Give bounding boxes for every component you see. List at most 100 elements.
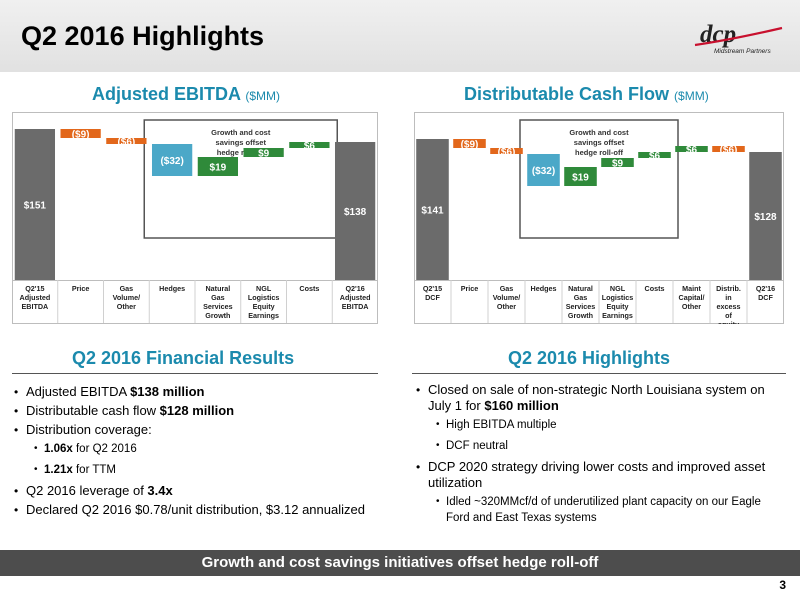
annotation-text: hedge roll-off [217, 148, 265, 157]
highlight-item: Closed on sale of non-strategic North Lo… [416, 382, 786, 414]
category-label: Q2'16 [345, 284, 364, 293]
category-label: Gas [574, 293, 588, 302]
data-label: $9 [258, 149, 270, 160]
category-label: Adjusted [340, 293, 371, 302]
data-label: $9 [612, 159, 624, 170]
category-label: Logistics [248, 293, 280, 302]
waterfall-bar [675, 146, 708, 152]
annotation-text: savings offset [574, 138, 625, 147]
data-label: ($6) [498, 147, 516, 158]
category-label: Gas [120, 284, 134, 293]
waterfall-bar [197, 157, 239, 176]
page-number: 3 [779, 578, 786, 592]
data-label: $128 [754, 212, 777, 223]
waterfall-bar [527, 154, 560, 186]
dcp-logo: dcp Midstream Partners [694, 21, 783, 55]
ebitda-unit: ($MM) [245, 89, 281, 103]
waterfall-bar [416, 139, 449, 280]
category-label: Maint [682, 284, 701, 293]
financial-results-title: Q2 2016 Financial Results [72, 348, 295, 368]
financial-result-item: Distribution coverage: [14, 422, 374, 438]
data-label: $19 [572, 173, 589, 184]
waterfall-bar [749, 152, 782, 280]
category-label: Growth [568, 311, 593, 320]
data-label: ($32) [160, 156, 183, 167]
category-label: Other [682, 302, 701, 311]
data-label: $6 [649, 151, 661, 162]
annotation-text: savings offset [216, 138, 267, 147]
category-label: Q2'16 [756, 284, 775, 293]
waterfall-bar [490, 148, 523, 154]
data-label: ($9) [461, 140, 479, 151]
data-label: $6 [686, 145, 698, 156]
data-label: ($9) [72, 130, 90, 141]
category-label: in [725, 293, 731, 302]
data-label: $141 [421, 206, 444, 217]
category-label: of [725, 311, 732, 320]
annotation-box [519, 119, 679, 239]
category-label: equity [718, 320, 739, 324]
data-label: $151 [24, 201, 47, 212]
category-label: Growth [205, 311, 230, 320]
slide-header: Q2 2016 Highlights dcp Midstream Partner… [0, 0, 800, 72]
waterfall-bar [243, 148, 284, 157]
category-label: Q2'15 [25, 284, 44, 293]
waterfall-bar [289, 142, 330, 148]
category-label: Volume/ [113, 293, 140, 302]
waterfall-bar [638, 152, 671, 158]
category-label: Gas [211, 293, 225, 302]
category-label: Services [203, 302, 233, 311]
waterfall-bar [601, 158, 634, 167]
category-label: DCF [758, 293, 773, 302]
highlight-item: High EBITDA multiple [436, 417, 786, 433]
category-label: Costs [299, 284, 319, 293]
financial-result-item: 1.21x for TTM [34, 462, 374, 478]
financial-result-item: Adjusted EBITDA $138 million [14, 384, 374, 400]
category-label: NGL [256, 284, 272, 293]
category-label: Services [566, 302, 596, 311]
waterfall-bar [564, 167, 597, 186]
slide-title: Q2 2016 Highlights [21, 21, 265, 51]
highlight-item: DCF neutral [436, 438, 786, 454]
data-label: $6 [304, 141, 316, 152]
category-label: Volume/ [493, 293, 520, 302]
dcf-unit: ($MM) [674, 89, 709, 103]
financial-result-item: 1.06x for Q2 2016 [34, 441, 374, 457]
financial-divider [12, 373, 378, 374]
highlight-item: DCP 2020 strategy driving lower costs an… [416, 459, 786, 491]
category-label: EBITDA [21, 302, 48, 311]
category-label: Other [117, 302, 136, 311]
category-label: Costs [645, 284, 665, 293]
data-label: ($6) [720, 145, 738, 156]
financial-results-list: Adjusted EBITDA $138 million Distributabl… [14, 384, 374, 521]
category-label: Equity [253, 302, 275, 311]
dcf-chart-title: Distributable Cash Flow ($MM) [464, 84, 709, 105]
financial-result-item: Distributable cash flow $128 million [14, 403, 374, 419]
category-label: DCF [425, 293, 440, 302]
highlight-item: Idled ~320MMcf/d of underutilized plant … [436, 494, 786, 526]
annotation-text: Growth and cost [211, 128, 271, 137]
financial-result-item: Q2 2016 leverage of 3.4x [14, 483, 374, 499]
logo-tagline: Midstream Partners [714, 48, 771, 55]
ebitda-title-text: Adjusted EBITDA [92, 84, 241, 104]
waterfall-bar [334, 142, 376, 280]
highlights-title: Q2 2016 Highlights [508, 348, 671, 368]
category-label: Logistics [602, 293, 634, 302]
category-label: Price [72, 284, 90, 293]
ebitda-chart-title: Adjusted EBITDA ($MM) [92, 84, 280, 105]
category-label: Earnings [602, 311, 633, 320]
data-label: ($32) [532, 166, 555, 177]
waterfall-bar [453, 139, 486, 148]
category-label: Capital/ [679, 293, 705, 302]
highlights-divider [412, 373, 786, 374]
category-label: EBITDA [342, 302, 369, 311]
waterfall-bar [106, 138, 147, 144]
category-label: Price [461, 284, 479, 293]
annotation-text: hedge roll-off [575, 148, 623, 157]
category-label: Adjusted [20, 293, 51, 302]
annotation-text: Growth and cost [569, 128, 629, 137]
data-label: $138 [344, 207, 367, 218]
bottom-banner: Growth and cost savings initiatives offs… [0, 550, 800, 576]
waterfall-bar [151, 144, 193, 176]
